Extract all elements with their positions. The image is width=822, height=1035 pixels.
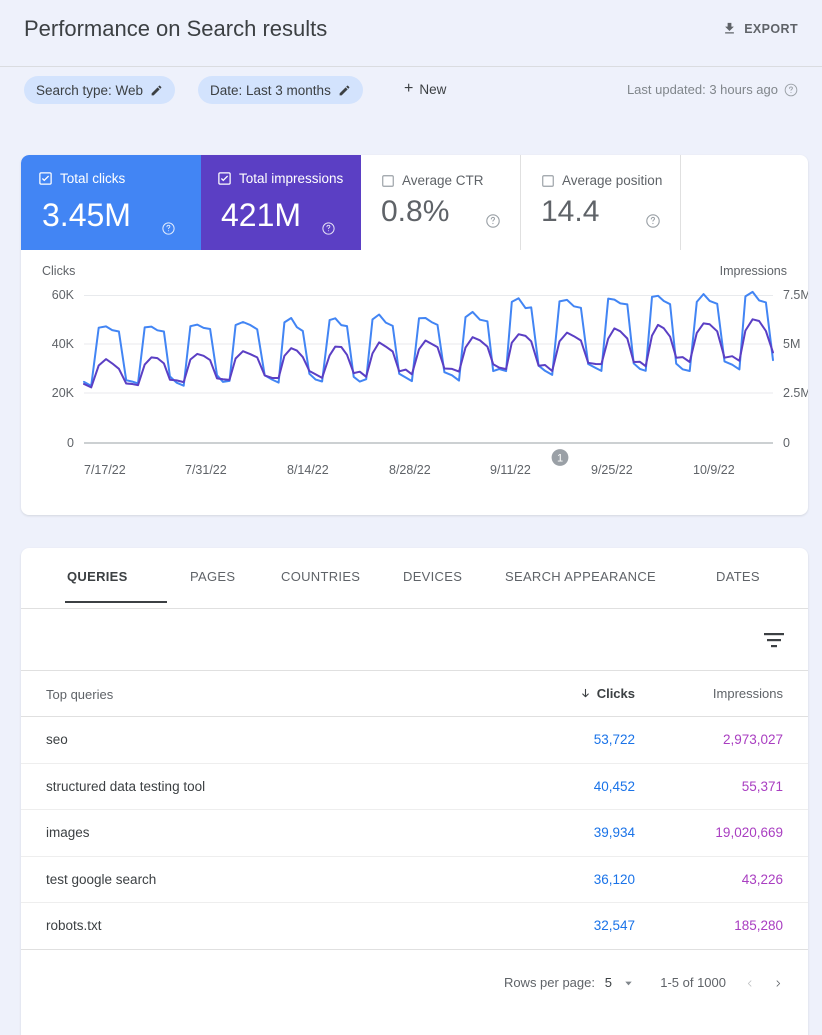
- svg-text:0: 0: [67, 436, 74, 450]
- svg-text:1: 1: [557, 453, 563, 465]
- svg-text:20K: 20K: [52, 386, 75, 400]
- svg-text:2.5M: 2.5M: [783, 386, 808, 400]
- svg-text:60K: 60K: [52, 288, 75, 302]
- svg-text:40K: 40K: [52, 337, 75, 351]
- svg-text:5M: 5M: [783, 337, 800, 351]
- svg-text:7.5M: 7.5M: [783, 288, 808, 302]
- svg-text:0: 0: [783, 436, 790, 450]
